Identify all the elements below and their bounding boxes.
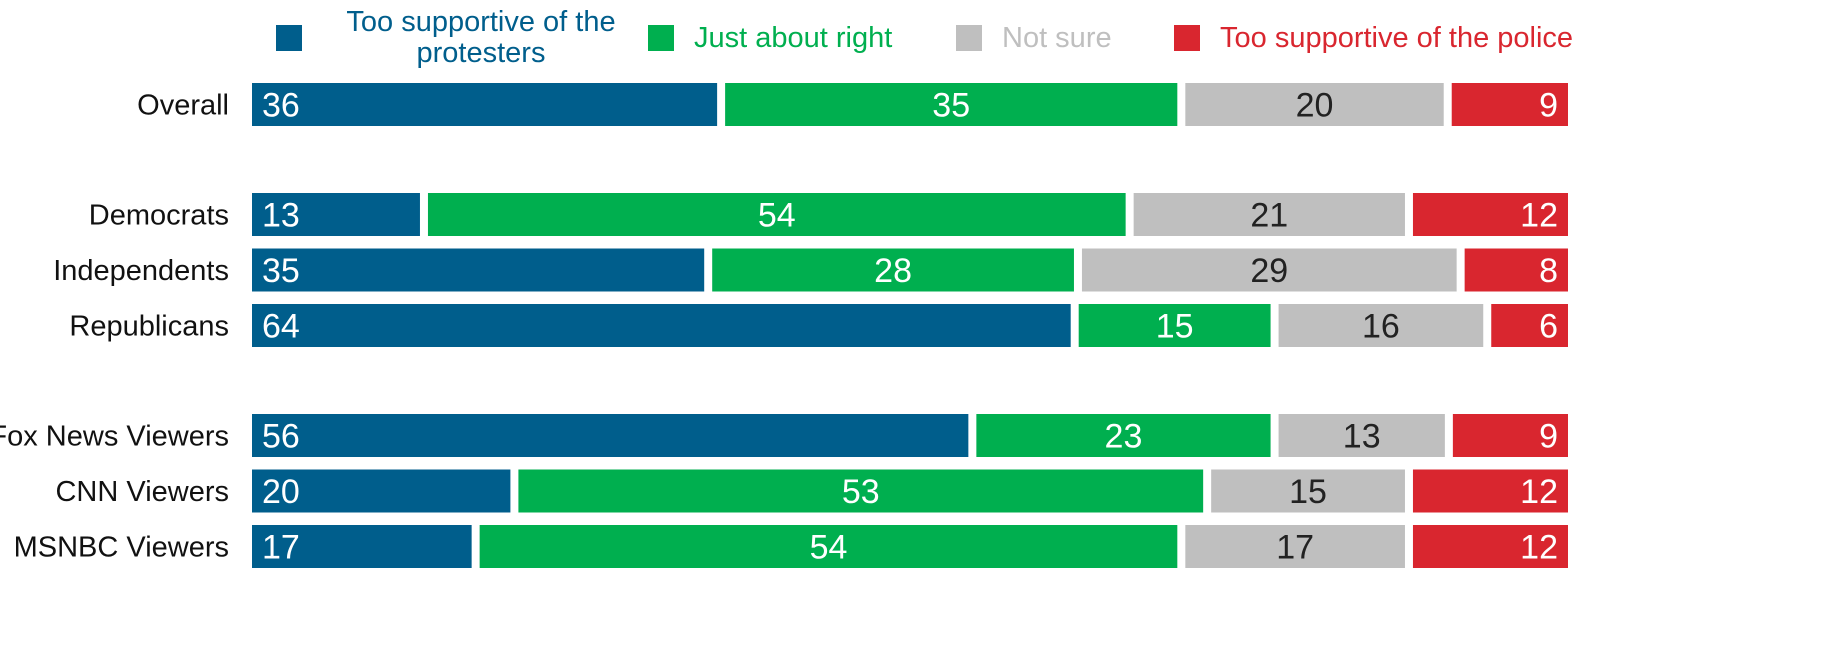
legend-label: Too supportive of the police — [1220, 22, 1573, 54]
data-label: 56 — [262, 418, 300, 456]
legend-swatch — [276, 25, 302, 51]
data-label: 54 — [758, 197, 796, 235]
bar-segment — [1185, 525, 1405, 568]
legend-swatch — [648, 25, 674, 51]
bar-segment — [479, 525, 1178, 568]
data-label: 28 — [874, 252, 912, 290]
bar-row-cnn-viewers: CNN Viewers 20 53 15 12 — [55, 469, 1568, 513]
data-label: 9 — [1539, 87, 1558, 125]
data-label: 20 — [262, 473, 300, 511]
bar-row-fox-news-viewers: Fox News Viewers 56 23 13 9 — [0, 414, 1568, 457]
data-label: 8 — [1539, 252, 1558, 290]
bar-segment — [1412, 193, 1568, 236]
category-label: Overall — [137, 90, 229, 122]
bar-segment — [252, 414, 969, 457]
legend-swatch — [956, 25, 982, 51]
data-label: 12 — [1520, 529, 1558, 567]
data-label: 16 — [1362, 308, 1400, 346]
chart-rows: Overall 36 35 20 9 Democrats 13 54 21 12 Independe… — [0, 83, 1568, 568]
bar-segment — [1278, 304, 1484, 347]
bar-row-republicans: Republicans 64 15 16 6 — [69, 304, 1568, 347]
bar-segment — [252, 469, 511, 513]
data-label: 9 — [1539, 418, 1558, 456]
bar-segment — [252, 248, 705, 292]
legend-item: Just about right — [648, 22, 892, 54]
legend-item: Too supportive of the police — [1174, 22, 1573, 54]
data-label: 21 — [1250, 197, 1288, 235]
bar-row-msnbc-viewers: MSNBC Viewers 17 54 17 12 — [14, 525, 1568, 568]
bar-segment — [1081, 248, 1457, 292]
bar-segment — [1412, 469, 1568, 513]
legend-item: Not sure — [956, 22, 1112, 54]
data-label: 53 — [842, 473, 880, 511]
bar-segment — [1133, 193, 1405, 236]
data-label: 12 — [1520, 473, 1558, 511]
category-label: Republicans — [69, 311, 229, 343]
bar-segment — [1412, 525, 1568, 568]
bar-segment — [252, 193, 420, 236]
data-label: 15 — [1289, 473, 1327, 511]
data-label: 35 — [932, 87, 970, 125]
legend-label: protesters — [417, 37, 546, 69]
bar-segment — [725, 83, 1178, 126]
data-label: 12 — [1520, 197, 1558, 235]
data-label: 23 — [1105, 418, 1143, 456]
category-label: MSNBC Viewers — [14, 532, 229, 564]
bar-row-overall: Overall 36 35 20 9 — [137, 83, 1568, 126]
category-label: CNN Viewers — [55, 476, 229, 508]
data-label: 17 — [262, 529, 300, 567]
legend-label: Not sure — [1002, 22, 1112, 54]
bar-segment — [1451, 83, 1568, 126]
data-label: 36 — [262, 87, 300, 125]
bar-segment — [518, 469, 1204, 513]
data-label: 13 — [1343, 418, 1381, 456]
data-label: 29 — [1250, 252, 1288, 290]
bar-segment — [1185, 83, 1444, 126]
bar-row-independents: Independents 35 28 29 8 — [53, 248, 1568, 292]
bar-segment — [976, 414, 1271, 457]
bar-segment — [1211, 469, 1405, 513]
bar-segment — [1078, 304, 1271, 347]
bar-row-democrats: Democrats 13 54 21 12 — [89, 193, 1568, 236]
category-label: Democrats — [89, 200, 229, 232]
category-label: Independents — [53, 255, 229, 287]
data-label: 6 — [1539, 308, 1558, 346]
data-label: 13 — [262, 197, 300, 235]
data-label: 15 — [1156, 308, 1194, 346]
bar-segment — [252, 525, 472, 568]
data-label: 35 — [262, 252, 300, 290]
bar-segment — [712, 248, 1074, 292]
bar-segment — [427, 193, 1126, 236]
data-label: 54 — [810, 529, 848, 567]
bar-segment — [252, 304, 1071, 347]
category-label: Fox News Viewers — [0, 421, 229, 453]
bar-segment — [252, 83, 718, 126]
data-label: 64 — [262, 308, 300, 346]
bar-segment — [1464, 248, 1568, 292]
bar-segment — [1452, 414, 1568, 457]
legend-label: Just about right — [694, 22, 892, 54]
data-label: 17 — [1276, 529, 1314, 567]
legend-swatch — [1174, 25, 1200, 51]
bar-segment — [1278, 414, 1445, 457]
legend-label: Too supportive of the — [346, 6, 615, 38]
data-label: 20 — [1296, 87, 1334, 125]
bar-segment — [1491, 304, 1568, 347]
